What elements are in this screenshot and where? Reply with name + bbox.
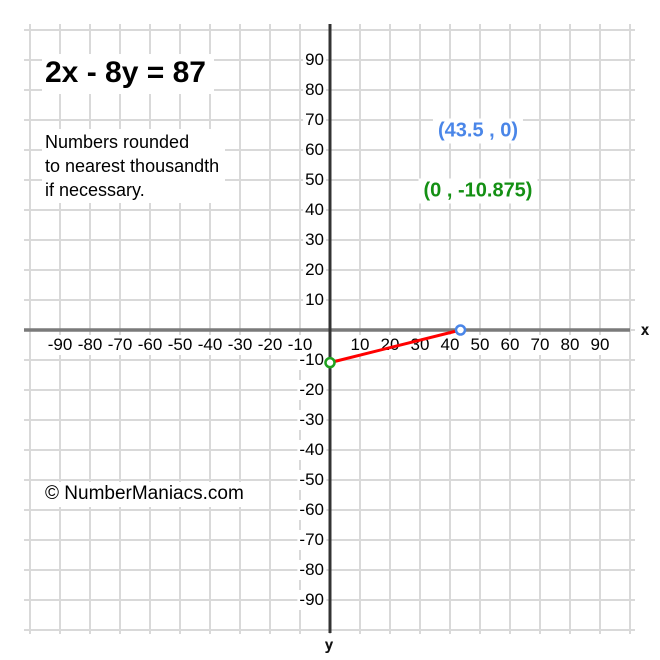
y-tick-label: -70 xyxy=(297,530,326,550)
x-tick-label: -20 xyxy=(255,335,285,355)
x-tick-label: 70 xyxy=(528,335,552,355)
y-tick-label: -90 xyxy=(297,590,326,610)
y-tick-label: 30 xyxy=(303,230,326,250)
y-tick-label: -10 xyxy=(297,350,326,370)
x-tick-label: 10 xyxy=(348,335,372,355)
x-tick-label: -70 xyxy=(105,335,135,355)
x-intercept-label: (43.5 , 0) xyxy=(432,118,524,144)
y-tick-label: 80 xyxy=(303,80,326,100)
y-tick-label: -40 xyxy=(297,440,326,460)
x-tick-label: -60 xyxy=(135,335,165,355)
x-tick-label: 50 xyxy=(468,335,492,355)
rounding-note-line-2: to nearest thousandth xyxy=(45,156,220,176)
x-tick-label: -40 xyxy=(195,335,225,355)
y-tick-label: -20 xyxy=(297,380,326,400)
y-tick-label: -50 xyxy=(297,470,326,490)
x-tick-label: 80 xyxy=(558,335,582,355)
y-tick-label: -80 xyxy=(297,560,326,580)
y-tick-label: 90 xyxy=(303,50,326,70)
x-tick-label: 20 xyxy=(378,335,402,355)
x-tick-label: -80 xyxy=(75,335,105,355)
x-tick-label: 30 xyxy=(408,335,432,355)
copyright-text: © NumberManiacs.com xyxy=(42,482,250,507)
x-tick-label: -50 xyxy=(165,335,195,355)
y-intercept-label: (0 , -10.875) xyxy=(418,178,538,204)
x-tick-label: 90 xyxy=(588,335,612,355)
y-tick-label: 70 xyxy=(303,110,326,130)
rounding-note-line-3: if necessary. xyxy=(45,180,145,200)
y-tick-label: 20 xyxy=(303,260,326,280)
y-tick-label: -60 xyxy=(297,500,326,520)
y-tick-label: 60 xyxy=(303,140,326,160)
y-tick-label: -30 xyxy=(297,410,326,430)
x-axis-label: x xyxy=(638,321,652,339)
y-tick-label: 40 xyxy=(303,200,326,220)
y-axis-label: y xyxy=(322,636,336,654)
y-tick-label: 10 xyxy=(303,290,326,310)
x-tick-label: -90 xyxy=(45,335,75,355)
x-tick-label: 60 xyxy=(498,335,522,355)
equation-title: 2x - 8y = 87 xyxy=(42,54,214,94)
x-tick-label: 40 xyxy=(438,335,462,355)
rounding-note: Numbers rounded to nearest thousandth if… xyxy=(42,129,226,203)
y-tick-label: 50 xyxy=(303,170,326,190)
x-tick-label: -30 xyxy=(225,335,255,355)
rounding-note-line-1: Numbers rounded xyxy=(45,132,190,152)
